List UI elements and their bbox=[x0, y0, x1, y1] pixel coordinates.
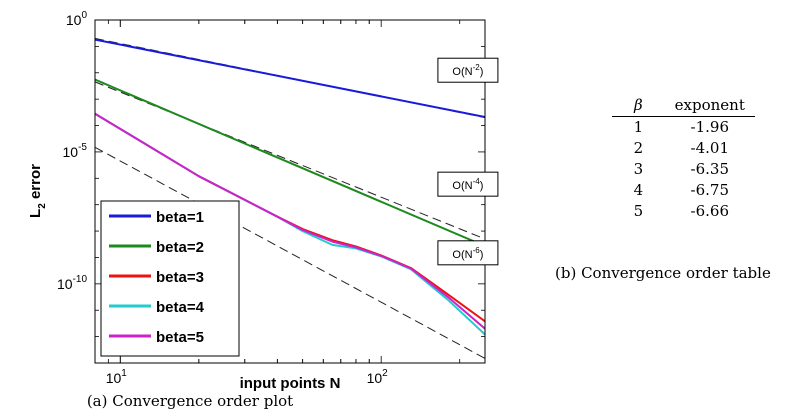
y-tick-label: 10-10 bbox=[57, 274, 87, 292]
series-line-beta-5 bbox=[95, 112, 485, 330]
table-row: 1 -1.96 bbox=[612, 117, 755, 139]
axis-ticks: 101 102 100 10-5 10-10 bbox=[57, 10, 485, 386]
reference-label-text: O(N-4) bbox=[452, 177, 483, 192]
x-tick-label: 101 bbox=[106, 368, 128, 386]
legend-item: beta=3 bbox=[109, 269, 204, 286]
beta-cell: 1 bbox=[633, 118, 644, 136]
exponent-cell: -6.35 bbox=[690, 160, 729, 178]
legend-label: beta=1 bbox=[156, 209, 204, 226]
series-line-beta-1 bbox=[95, 38, 485, 118]
exponent-cell: -1.96 bbox=[690, 118, 729, 136]
table-row: 4 -6.75 bbox=[612, 180, 755, 201]
exponent-cell: -4.01 bbox=[690, 139, 729, 157]
reference-label-text: O(N-2) bbox=[452, 63, 483, 78]
reference-labels: O(N-2) O(N-4) O(N-6) bbox=[437, 57, 499, 266]
reference-label: O(N-6) bbox=[437, 240, 499, 266]
exponent-table: β exponent 1 -1.96 2 -4.01 3 -6.35 4 -6.75 5… bbox=[612, 96, 755, 222]
beta-cell: 2 bbox=[633, 139, 644, 157]
table-row: 3 -6.35 bbox=[612, 159, 755, 180]
legend-label: beta=2 bbox=[156, 239, 204, 256]
legend-item: beta=1 bbox=[109, 209, 204, 226]
beta-cell: 4 bbox=[633, 181, 644, 199]
reference-line bbox=[95, 146, 485, 359]
y-tick-label: 100 bbox=[66, 10, 88, 28]
exponent-table-panel: β exponent 1 -1.96 2 -4.01 3 -6.35 4 -6.75 5… bbox=[600, 96, 780, 222]
series-line-beta-2 bbox=[95, 78, 485, 248]
exponent-header: exponent bbox=[664, 96, 755, 117]
plot-caption: (a) Convergence order plot bbox=[86, 392, 294, 410]
beta-cell: 3 bbox=[633, 160, 644, 178]
reference-label-box bbox=[437, 171, 499, 197]
legend-item: beta=2 bbox=[109, 239, 204, 256]
reference-label-box bbox=[437, 57, 499, 83]
reference-label-text: O(N-6) bbox=[452, 246, 483, 261]
table-header-row: β exponent bbox=[612, 96, 755, 117]
reference-label: O(N-2) bbox=[437, 57, 499, 83]
beta-header: β bbox=[612, 96, 665, 117]
table-row: 5 -6.66 bbox=[612, 201, 755, 222]
legend-label: beta=5 bbox=[156, 329, 204, 346]
table-row: 2 -4.01 bbox=[612, 138, 755, 159]
legend-label: beta=4 bbox=[156, 299, 205, 316]
y-tick-label: 10-5 bbox=[63, 142, 88, 160]
table-caption: (b) Convergence order table bbox=[555, 264, 771, 282]
y-axis-label: L2 error bbox=[27, 164, 48, 218]
x-tick-label: 102 bbox=[367, 368, 389, 386]
legend: beta=1 beta=2 beta=3 beta=4 beta=5 bbox=[100, 200, 240, 357]
legend-item: beta=4 bbox=[109, 299, 205, 316]
legend-box bbox=[100, 200, 240, 357]
exponent-cell: -6.75 bbox=[690, 181, 729, 199]
exponent-cell: -6.66 bbox=[690, 202, 729, 220]
reference-label: O(N-4) bbox=[437, 171, 499, 197]
beta-cell: 5 bbox=[633, 202, 644, 220]
reference-label-box bbox=[437, 240, 499, 266]
legend-label: beta=3 bbox=[156, 269, 204, 286]
legend-item: beta=5 bbox=[109, 329, 204, 346]
series-lines bbox=[95, 38, 485, 336]
x-axis-label: input points N bbox=[240, 375, 341, 392]
